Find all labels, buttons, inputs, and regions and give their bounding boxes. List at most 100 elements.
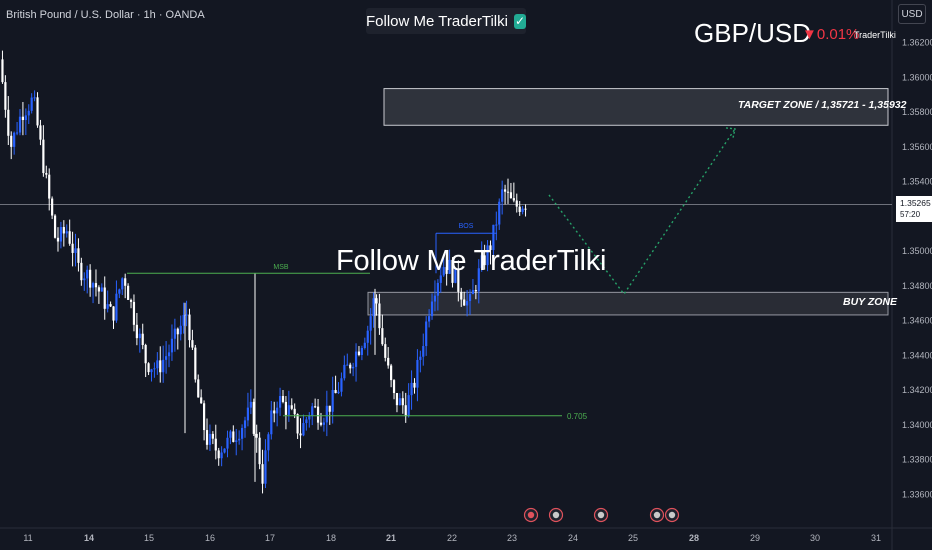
candle-body: [94, 283, 98, 288]
candles-layer: [1, 50, 527, 494]
candle-body: [211, 433, 214, 439]
candle-body: [299, 433, 302, 436]
candle-body: [173, 328, 176, 339]
candle-body: [369, 316, 372, 331]
event-icon-dot: [597, 511, 605, 519]
candle-body: [352, 366, 355, 369]
candle-body: [238, 438, 241, 441]
zones-layer: [0, 88, 892, 316]
candle-body: [498, 201, 501, 225]
candle-body: [115, 293, 118, 321]
event-icon-dot: [668, 511, 676, 519]
flag-icon[interactable]: [664, 507, 680, 523]
candle-body: [159, 360, 162, 373]
candle-body: [156, 360, 159, 369]
current-price-label: 1.35265 57:20: [896, 196, 932, 222]
candle-body: [334, 389, 337, 394]
x-tick-label: 14: [84, 533, 94, 543]
candle-body: [188, 314, 191, 341]
candle-body: [202, 403, 206, 431]
candle-body: [276, 407, 279, 414]
watermark-text: Follow Me TraderTilki: [336, 245, 607, 277]
y-tick-label: 1.34400: [902, 350, 932, 360]
bar-countdown: 57:20: [900, 210, 921, 219]
candle-body: [261, 464, 264, 484]
candle-body: [18, 116, 22, 133]
candle-body: [170, 338, 174, 353]
candle-body: [506, 191, 510, 193]
candle-body: [48, 174, 51, 199]
candle-body: [7, 109, 10, 136]
bos-label: BOS: [459, 223, 474, 230]
candle-body: [486, 245, 489, 266]
candle-body: [240, 427, 244, 439]
candle-body: [59, 227, 63, 242]
candle-body: [97, 287, 100, 292]
x-tick-label: 25: [628, 533, 638, 543]
projection-path: [548, 128, 736, 296]
candle-body: [439, 275, 442, 283]
candle-body: [185, 314, 188, 316]
candle-body: [287, 405, 290, 415]
candle-body: [372, 298, 375, 317]
candle-body: [457, 269, 460, 292]
candle-body: [235, 440, 238, 442]
candle-body: [176, 328, 179, 335]
flag-icon[interactable]: [593, 507, 609, 523]
candle-body: [80, 262, 83, 281]
candle-body: [249, 401, 252, 408]
candle-body: [308, 415, 311, 420]
candle-body: [132, 301, 136, 325]
candle-body: [71, 243, 74, 253]
candle-body: [363, 342, 366, 348]
lightning-icon[interactable]: [523, 507, 539, 523]
candle-body: [509, 192, 513, 199]
candle-body: [56, 237, 60, 242]
candle-body: [264, 450, 267, 484]
candle-body: [24, 115, 27, 121]
candle-body: [51, 198, 54, 216]
candle-body: [39, 125, 42, 140]
candle-body: [243, 420, 247, 428]
candle-body: [100, 287, 103, 292]
x-tick-label: 22: [447, 533, 457, 543]
target-zone-box: [383, 88, 889, 126]
candle-body: [375, 298, 378, 304]
candle-body: [1, 59, 4, 83]
candle-body: [129, 299, 133, 302]
flag-icon[interactable]: [649, 507, 665, 523]
candle-body: [191, 340, 194, 348]
candle-body: [331, 389, 334, 412]
candle-body: [360, 347, 363, 355]
candle-body: [293, 408, 296, 415]
msb-label: MSB: [273, 264, 289, 271]
currency-button[interactable]: USD: [898, 4, 926, 24]
candle-body: [197, 379, 200, 398]
candle-body: [305, 419, 308, 424]
candle-body: [30, 97, 33, 111]
y-tick-label: 1.33600: [902, 490, 932, 500]
candle-body: [480, 255, 483, 269]
candle-body: [150, 369, 153, 373]
event-icon-dot: [527, 511, 535, 519]
flag-icon[interactable]: [548, 507, 564, 523]
candle-body: [474, 290, 477, 292]
x-tick-label: 23: [507, 533, 517, 543]
candle-body: [10, 135, 13, 147]
candle-body: [442, 267, 445, 276]
candle-body: [387, 357, 390, 366]
symbol-title[interactable]: British Pound / U.S. Dollar · 1h · OANDA: [6, 9, 205, 21]
candle-body: [518, 206, 521, 212]
event-icons[interactable]: [523, 507, 680, 523]
candle-body: [65, 231, 68, 234]
x-tick-label: 15: [144, 533, 154, 543]
candle-body: [258, 437, 261, 465]
candle-body: [267, 434, 270, 451]
y-tick-label: 1.36200: [902, 38, 932, 48]
candle-body: [390, 365, 393, 381]
x-tick-label: 29: [750, 533, 760, 543]
candle-body: [226, 437, 229, 449]
candle-body: [381, 328, 384, 345]
